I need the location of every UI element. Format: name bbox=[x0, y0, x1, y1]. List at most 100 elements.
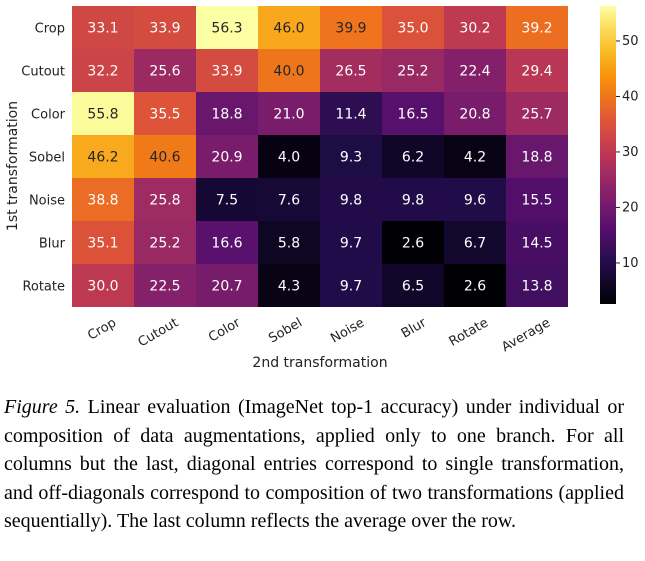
cell-color-noise bbox=[320, 92, 382, 135]
cell-rotate-blur bbox=[382, 264, 444, 307]
cell-noise-cutout bbox=[134, 178, 196, 221]
cell-noise-rotate bbox=[444, 178, 506, 221]
cell-value-label: 30.0 bbox=[87, 279, 118, 295]
cell-value-label: 39.2 bbox=[521, 21, 552, 37]
cell-value-label: 7.5 bbox=[216, 193, 238, 209]
cell-value-label: 40.0 bbox=[273, 64, 304, 80]
column-label-average: Average bbox=[499, 315, 553, 355]
cell-sobel-sobel bbox=[258, 135, 320, 178]
cell-blur-average bbox=[506, 221, 568, 264]
cell-blur-color bbox=[196, 221, 258, 264]
cell-value-label: 9.7 bbox=[340, 236, 362, 252]
row-label-blur: Blur bbox=[39, 237, 66, 252]
cell-value-label: 18.8 bbox=[521, 150, 552, 166]
cell-value-label: 39.9 bbox=[335, 21, 366, 37]
cell-blur-crop bbox=[72, 221, 134, 264]
cell-value-label: 30.2 bbox=[459, 21, 490, 37]
colorbar-tick-label: 40 bbox=[622, 89, 639, 104]
cell-value-label: 35.1 bbox=[87, 236, 118, 252]
colorbar-tick-label: 30 bbox=[622, 145, 639, 160]
cell-value-label: 5.8 bbox=[278, 236, 300, 252]
cell-value-label: 21.0 bbox=[273, 107, 304, 123]
colorbar-tick-label: 50 bbox=[622, 34, 639, 49]
cell-value-label: 25.8 bbox=[149, 193, 180, 209]
cell-value-label: 56.3 bbox=[211, 21, 242, 37]
cell-color-color bbox=[196, 92, 258, 135]
cell-crop-crop bbox=[72, 6, 134, 49]
cell-value-label: 18.8 bbox=[211, 107, 242, 123]
row-label-color: Color bbox=[31, 108, 66, 123]
cell-value-label: 20.8 bbox=[459, 107, 490, 123]
cell-sobel-color bbox=[196, 135, 258, 178]
cell-value-label: 2.6 bbox=[464, 279, 486, 295]
cell-value-label: 25.7 bbox=[521, 107, 552, 123]
cell-crop-cutout bbox=[134, 6, 196, 49]
cell-noise-color bbox=[196, 178, 258, 221]
cell-sobel-blur bbox=[382, 135, 444, 178]
cell-blur-cutout bbox=[134, 221, 196, 264]
cell-value-label: 9.8 bbox=[340, 193, 362, 209]
cell-value-label: 9.7 bbox=[340, 279, 362, 295]
cell-value-label: 9.6 bbox=[464, 193, 486, 209]
cell-cutout-rotate bbox=[444, 49, 506, 92]
cell-value-label: 26.5 bbox=[335, 64, 366, 80]
cell-value-label: 46.2 bbox=[87, 150, 118, 166]
cell-value-label: 11.4 bbox=[335, 107, 366, 123]
cell-color-cutout bbox=[134, 92, 196, 135]
cell-cutout-color bbox=[196, 49, 258, 92]
cell-value-label: 7.6 bbox=[278, 193, 300, 209]
cell-sobel-average bbox=[506, 135, 568, 178]
heatmap-chart: 33.1 33.9 56.3 46.0 39.9 35.0 30.2 39.2 32.2 25.6… bbox=[5, 6, 639, 371]
cell-crop-rotate bbox=[444, 6, 506, 49]
cell-value-label: 33.9 bbox=[149, 21, 180, 37]
cell-value-label: 22.4 bbox=[459, 64, 490, 80]
row-label-sobel: Sobel bbox=[29, 151, 65, 166]
cell-sobel-noise bbox=[320, 135, 382, 178]
cell-rotate-crop bbox=[72, 264, 134, 307]
cell-value-label: 22.5 bbox=[149, 279, 180, 295]
cell-value-label: 14.5 bbox=[521, 236, 552, 252]
figure-caption: Figure 5. Linear evaluation (ImageNet to… bbox=[4, 393, 624, 536]
cell-value-label: 4.0 bbox=[278, 150, 300, 166]
column-label-crop: Crop bbox=[85, 315, 119, 343]
row-label-noise: Noise bbox=[29, 194, 65, 209]
column-label-rotate: Rotate bbox=[447, 315, 491, 349]
cell-noise-sobel bbox=[258, 178, 320, 221]
cell-value-label: 6.2 bbox=[402, 150, 424, 166]
cell-value-label: 55.8 bbox=[87, 107, 118, 123]
cell-value-label: 15.5 bbox=[521, 193, 552, 209]
cell-blur-rotate bbox=[444, 221, 506, 264]
cell-sobel-crop bbox=[72, 135, 134, 178]
cell-value-label: 20.7 bbox=[211, 279, 242, 295]
column-tick-labels: Crop Cutout Color Sobel Noise Blur Rotate Avera… bbox=[85, 315, 553, 355]
cell-rotate-cutout bbox=[134, 264, 196, 307]
cell-rotate-sobel bbox=[258, 264, 320, 307]
cell-cutout-sobel bbox=[258, 49, 320, 92]
cell-cutout-crop bbox=[72, 49, 134, 92]
caption-text: Linear evaluation (ImageNet top-1 accura… bbox=[4, 396, 624, 532]
column-label-blur: Blur bbox=[399, 315, 430, 341]
cell-value-label: 33.9 bbox=[211, 64, 242, 80]
row-label-rotate: Rotate bbox=[22, 280, 65, 295]
cell-value-label: 2.6 bbox=[402, 236, 424, 252]
cell-rotate-rotate bbox=[444, 264, 506, 307]
cell-crop-color bbox=[196, 6, 258, 49]
cell-blur-sobel bbox=[258, 221, 320, 264]
cell-value-label: 25.2 bbox=[397, 64, 428, 80]
cell-rotate-color bbox=[196, 264, 258, 307]
cell-value-label: 35.0 bbox=[397, 21, 428, 37]
cell-value-label: 29.4 bbox=[521, 64, 552, 80]
cell-blur-blur bbox=[382, 221, 444, 264]
cell-value-label: 13.8 bbox=[521, 279, 552, 295]
cell-noise-average bbox=[506, 178, 568, 221]
cell-color-sobel bbox=[258, 92, 320, 135]
column-label-noise: Noise bbox=[328, 315, 367, 346]
cell-rotate-average bbox=[506, 264, 568, 307]
cell-value-label: 9.8 bbox=[402, 193, 424, 209]
cell-rotate-noise bbox=[320, 264, 382, 307]
cell-crop-average bbox=[506, 6, 568, 49]
column-label-sobel: Sobel bbox=[266, 315, 305, 346]
row-label-crop: Crop bbox=[35, 22, 65, 37]
cell-sobel-rotate bbox=[444, 135, 506, 178]
cell-noise-crop bbox=[72, 178, 134, 221]
